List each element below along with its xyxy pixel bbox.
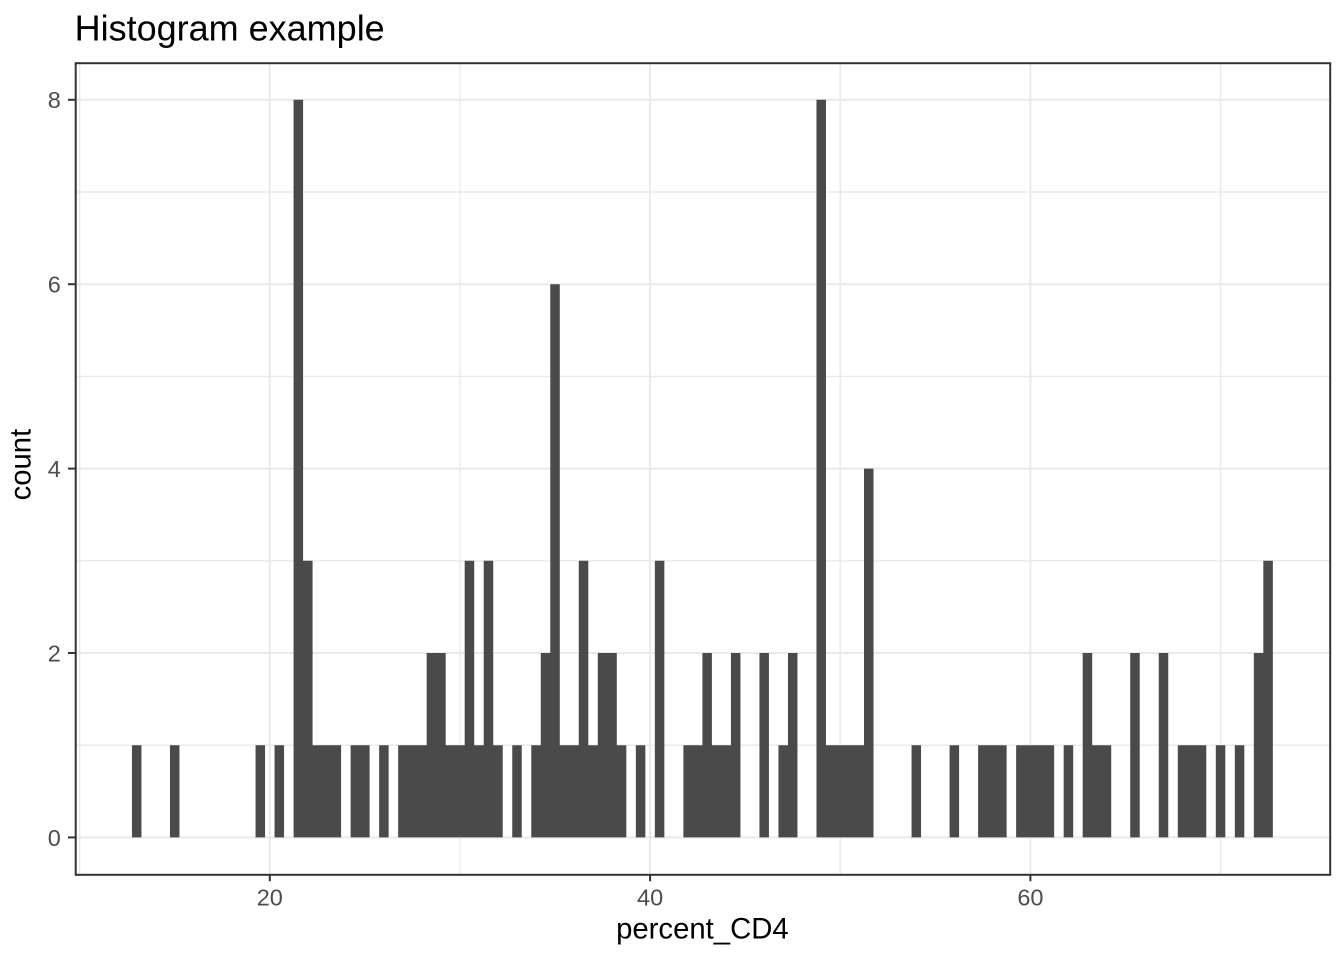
svg-text:Histogram example: Histogram example [75,7,385,48]
svg-text:60: 60 [1017,884,1043,910]
svg-text:percent_CD4: percent_CD4 [616,913,789,946]
svg-text:20: 20 [257,884,283,910]
svg-text:4: 4 [48,456,61,482]
svg-text:count: count [5,429,38,501]
svg-text:40: 40 [637,884,663,910]
svg-text:6: 6 [48,272,61,298]
svg-text:2: 2 [48,640,61,666]
svg-text:0: 0 [48,825,61,851]
svg-text:8: 8 [48,87,61,113]
